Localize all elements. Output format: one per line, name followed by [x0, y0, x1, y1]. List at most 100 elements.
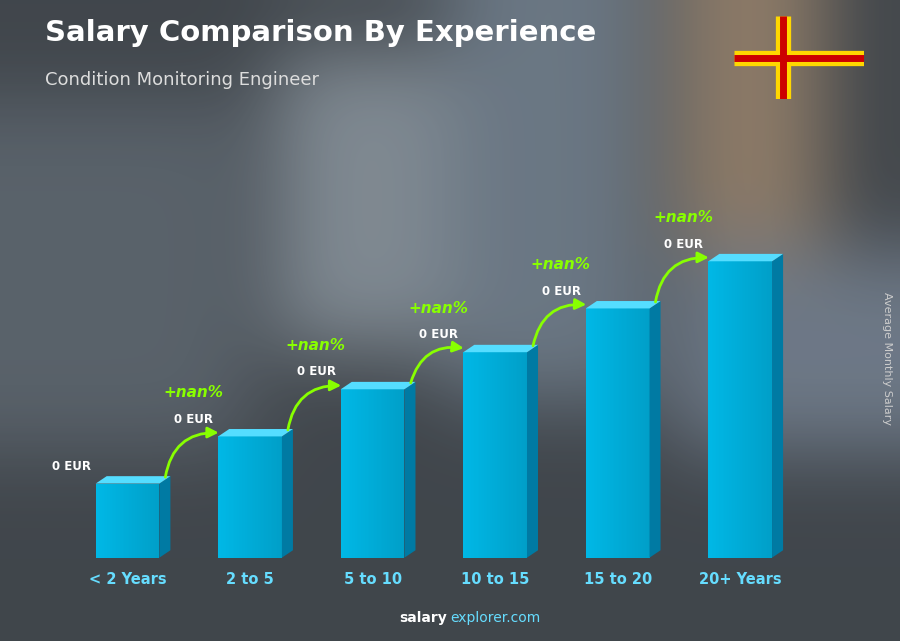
Polygon shape [766, 262, 768, 558]
Polygon shape [115, 483, 116, 558]
Polygon shape [350, 389, 352, 558]
Polygon shape [739, 262, 740, 558]
Polygon shape [742, 262, 743, 558]
Polygon shape [248, 437, 250, 558]
Polygon shape [509, 352, 511, 558]
Polygon shape [139, 483, 140, 558]
Polygon shape [147, 483, 149, 558]
Polygon shape [729, 262, 731, 558]
Polygon shape [516, 352, 517, 558]
Polygon shape [142, 483, 143, 558]
Polygon shape [609, 308, 611, 558]
Polygon shape [231, 437, 232, 558]
Polygon shape [220, 437, 221, 558]
Polygon shape [373, 389, 374, 558]
Polygon shape [376, 389, 377, 558]
Polygon shape [223, 437, 225, 558]
Polygon shape [400, 389, 401, 558]
Polygon shape [624, 308, 625, 558]
Polygon shape [130, 483, 132, 558]
Polygon shape [246, 437, 247, 558]
Polygon shape [110, 483, 112, 558]
Polygon shape [637, 308, 638, 558]
Polygon shape [101, 483, 102, 558]
Polygon shape [507, 352, 508, 558]
Polygon shape [630, 308, 632, 558]
Polygon shape [126, 483, 128, 558]
Polygon shape [128, 483, 129, 558]
Polygon shape [390, 389, 392, 558]
Polygon shape [495, 352, 497, 558]
Polygon shape [750, 262, 751, 558]
Polygon shape [228, 437, 230, 558]
Polygon shape [754, 262, 756, 558]
Polygon shape [342, 389, 344, 558]
Polygon shape [519, 352, 520, 558]
Polygon shape [382, 389, 383, 558]
Polygon shape [745, 262, 747, 558]
Polygon shape [389, 389, 390, 558]
Polygon shape [230, 437, 231, 558]
Polygon shape [263, 437, 265, 558]
Polygon shape [255, 437, 256, 558]
Polygon shape [261, 437, 263, 558]
Polygon shape [721, 262, 723, 558]
Polygon shape [596, 308, 597, 558]
Polygon shape [734, 262, 735, 558]
Polygon shape [374, 389, 376, 558]
Polygon shape [602, 308, 603, 558]
Polygon shape [279, 437, 280, 558]
Polygon shape [708, 262, 710, 558]
Polygon shape [371, 389, 373, 558]
Polygon shape [252, 437, 253, 558]
Polygon shape [266, 437, 267, 558]
Polygon shape [244, 437, 246, 558]
Polygon shape [753, 262, 754, 558]
Polygon shape [234, 437, 236, 558]
Polygon shape [344, 389, 346, 558]
Polygon shape [104, 483, 105, 558]
Text: 0 EUR: 0 EUR [175, 413, 213, 426]
Polygon shape [271, 437, 273, 558]
Text: 0 EUR: 0 EUR [52, 460, 91, 473]
Polygon shape [634, 308, 635, 558]
Polygon shape [723, 262, 724, 558]
Polygon shape [108, 483, 110, 558]
Polygon shape [238, 437, 239, 558]
Text: 0 EUR: 0 EUR [297, 365, 336, 378]
Polygon shape [398, 389, 400, 558]
Text: 0 EUR: 0 EUR [664, 238, 704, 251]
Polygon shape [514, 352, 516, 558]
Polygon shape [226, 437, 228, 558]
Polygon shape [478, 352, 479, 558]
Polygon shape [95, 483, 97, 558]
Polygon shape [740, 262, 742, 558]
Polygon shape [615, 308, 616, 558]
Polygon shape [770, 262, 772, 558]
Polygon shape [598, 308, 600, 558]
Polygon shape [360, 389, 362, 558]
Polygon shape [468, 352, 470, 558]
Polygon shape [608, 308, 609, 558]
Polygon shape [136, 483, 137, 558]
Text: +nan%: +nan% [409, 301, 468, 316]
Polygon shape [597, 308, 598, 558]
Polygon shape [143, 483, 145, 558]
Polygon shape [492, 352, 493, 558]
Polygon shape [369, 389, 371, 558]
Polygon shape [764, 262, 766, 558]
Polygon shape [716, 262, 718, 558]
Polygon shape [124, 483, 126, 558]
Polygon shape [474, 352, 476, 558]
Polygon shape [258, 437, 259, 558]
Polygon shape [363, 389, 365, 558]
Polygon shape [772, 254, 783, 558]
Polygon shape [635, 308, 637, 558]
Polygon shape [364, 389, 366, 558]
Polygon shape [470, 352, 472, 558]
Text: +nan%: +nan% [531, 258, 590, 272]
Text: +nan%: +nan% [285, 338, 346, 353]
Polygon shape [586, 308, 588, 558]
Polygon shape [526, 352, 527, 558]
Polygon shape [385, 389, 387, 558]
